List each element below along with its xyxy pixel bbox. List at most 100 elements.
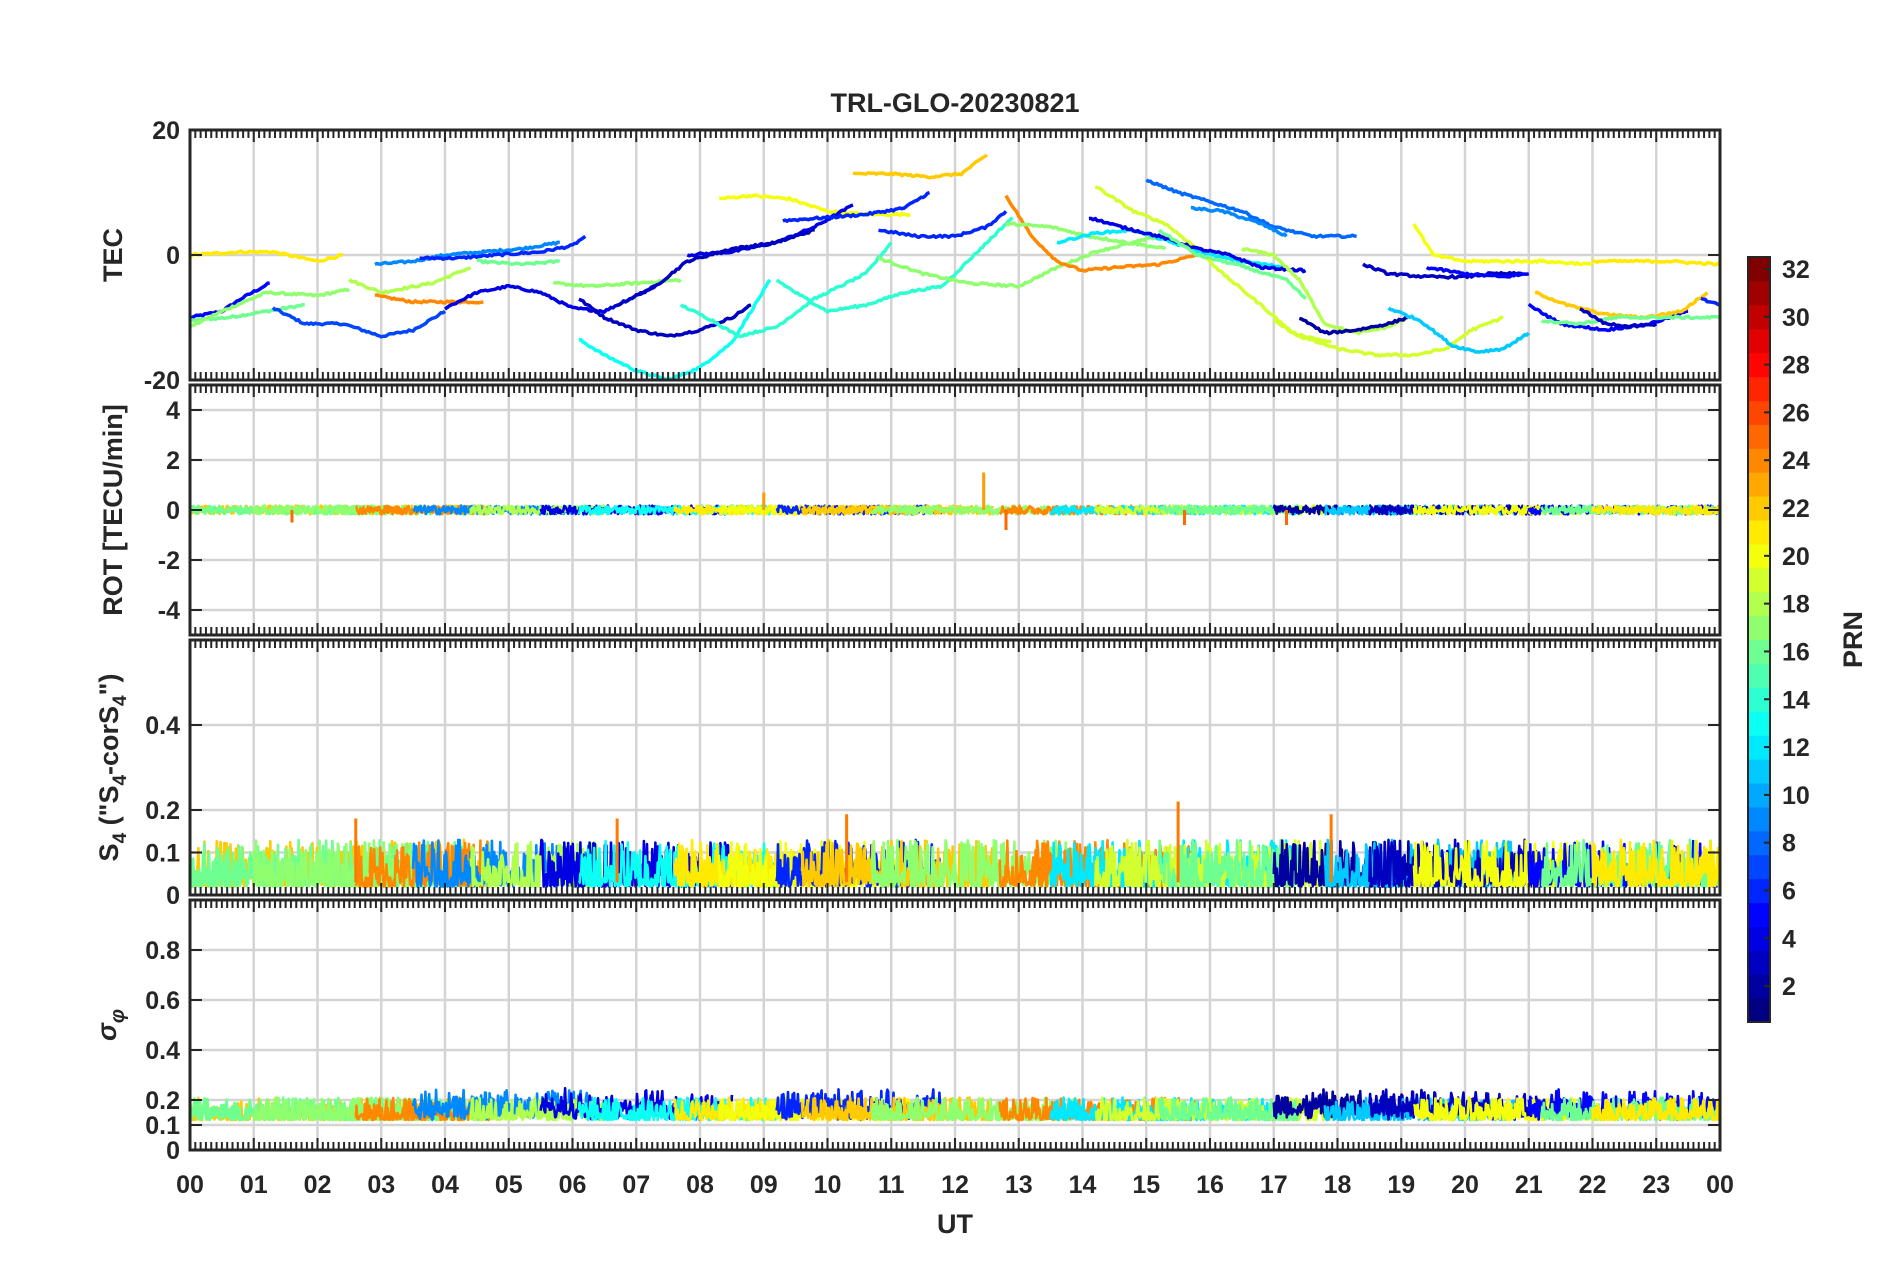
- y-tick-label-sigma: 0.2: [145, 1087, 180, 1115]
- colorbar-tick-label: 8: [1782, 830, 1796, 858]
- tec-series-line: [1157, 228, 1307, 300]
- colorbar-label: PRN: [1838, 611, 1868, 668]
- colorbar-swatch: [1748, 496, 1770, 521]
- colorbar-tick-label: 14: [1782, 686, 1810, 714]
- y-tick-label-rot: -2: [158, 547, 180, 575]
- colorbar-swatch: [1748, 926, 1770, 951]
- colorbar-tick-label: 32: [1782, 256, 1810, 284]
- colorbar-swatch: [1748, 567, 1770, 593]
- x-tick-label: 09: [750, 1171, 778, 1199]
- sigma-series-line: [1591, 1096, 1720, 1122]
- colorbar-swatch: [1748, 304, 1770, 330]
- colorbar-tick-label: 16: [1782, 638, 1810, 666]
- y-axis-label-sigma: σφ: [92, 1009, 129, 1041]
- x-tick-label: 07: [622, 1171, 650, 1199]
- ticks-sigma: [189, 900, 1721, 1151]
- x-axis: 00 01 02 03 04 05 06 07 08 09 10 11 12 13 14 15 16 17 18 19…: [176, 1171, 1734, 1199]
- colorbar-swatch: [1748, 591, 1770, 617]
- rot-series-line: [1591, 504, 1720, 516]
- colorbar-swatch: [1748, 974, 1770, 999]
- tec-series-line: [190, 281, 270, 320]
- tec-series-line: [1700, 296, 1720, 307]
- colorbar-swatch: [1748, 448, 1770, 473]
- colorbar-swatch: [1748, 543, 1770, 569]
- colorbar-tick-label: 24: [1782, 447, 1810, 475]
- x-tick-label: 04: [431, 1171, 459, 1199]
- x-tick-label: 23: [1642, 1171, 1670, 1199]
- tec-series-line: [782, 190, 931, 223]
- x-tick-label: 03: [367, 1171, 395, 1199]
- tec-series-line: [1412, 223, 1593, 267]
- colorbar-swatch: [1748, 735, 1770, 760]
- tec-series-line: [1361, 262, 1523, 280]
- y-axis-label-tec: TEC: [98, 228, 128, 282]
- x-tick-label: 13: [1005, 1171, 1033, 1199]
- tec-series-line: [878, 210, 1008, 240]
- tec-series-line: [190, 249, 344, 263]
- y-tick-label-tec: 20: [152, 117, 180, 145]
- tec-series-line: [1298, 315, 1408, 336]
- colorbar-tick-label: 10: [1782, 782, 1810, 810]
- sigma-series-line: [673, 1096, 803, 1122]
- series-sigma: [190, 1086, 1720, 1122]
- x-tick-label: 18: [1324, 1171, 1352, 1199]
- x-tick-label: 00: [1706, 1171, 1734, 1199]
- tec-series-line: [679, 241, 893, 339]
- panel-tec: -20 0 20 TEC: [98, 117, 1722, 395]
- y-tick-label-s4: 0.2: [145, 797, 180, 825]
- colorbar-swatch: [1748, 878, 1770, 904]
- tec-series-line: [1540, 314, 1720, 327]
- colorbar-swatch: [1748, 854, 1770, 880]
- colorbar-swatch: [1748, 711, 1770, 736]
- tec-series-line: [1272, 315, 1504, 358]
- colorbar-swatch: [1748, 639, 1770, 665]
- x-axis-label: UT: [937, 1209, 973, 1239]
- s4-series-line: [1591, 838, 1720, 888]
- y-tick-label-sigma: 0: [166, 1137, 180, 1165]
- colorbar-tick-label: 30: [1782, 304, 1810, 332]
- y-tick-label-rot: 4: [166, 397, 180, 425]
- colorbar-frame: [1747, 256, 1771, 1023]
- x-tick-label: 22: [1579, 1171, 1607, 1199]
- colorbar-swatch: [1748, 424, 1770, 449]
- x-tick-label: 20: [1451, 1171, 1479, 1199]
- colorbar-swatch: [1748, 830, 1770, 856]
- tec-series-line: [1387, 306, 1530, 354]
- x-tick-label: 15: [1132, 1171, 1160, 1199]
- x-tick-label: 14: [1069, 1171, 1097, 1199]
- panel-sigma: 00.10.2 0.4 0.6 0.8 σφ: [92, 898, 1722, 1165]
- colorbar-swatch: [1748, 257, 1770, 282]
- ticks-rot: [189, 385, 1721, 635]
- colorbar-tick-label: 26: [1782, 399, 1810, 427]
- colorbar-swatch: [1748, 376, 1770, 402]
- s4-series-line: [1368, 838, 1542, 888]
- x-tick-label: 21: [1515, 1171, 1543, 1199]
- tec-series-line: [374, 293, 484, 305]
- tec-series-line: [374, 240, 561, 267]
- y-tick-label-rot: 2: [166, 447, 180, 475]
- tec-series-line: [1425, 265, 1530, 279]
- tec-series-line: [775, 216, 1014, 314]
- y-tick-label-rot: -4: [158, 597, 180, 625]
- panel-rot: -4 -2 0 2 4 ROT [TECU/min]: [98, 383, 1722, 637]
- tec-series-line: [877, 234, 1160, 289]
- x-tick-label: 00: [176, 1171, 204, 1199]
- x-tick-label: 06: [559, 1171, 587, 1199]
- ticks-tec: [189, 129, 1721, 381]
- y-tick-label-s4: 0.1: [145, 840, 180, 868]
- colorbar-swatch: [1748, 472, 1770, 497]
- tec-series-line: [578, 278, 772, 380]
- colorbar-swatch: [1748, 687, 1770, 712]
- s4-series-line: [252, 839, 421, 888]
- colorbar-swatch: [1748, 280, 1770, 306]
- colorbar-swatch: [1748, 782, 1770, 808]
- series-tec: [190, 153, 1720, 380]
- rot-series-line: [870, 504, 1077, 516]
- colorbar-swatch: [1748, 759, 1770, 784]
- tec-series-line: [271, 306, 447, 339]
- tec-series-line: [348, 266, 472, 295]
- tec-series-line: [1004, 194, 1198, 273]
